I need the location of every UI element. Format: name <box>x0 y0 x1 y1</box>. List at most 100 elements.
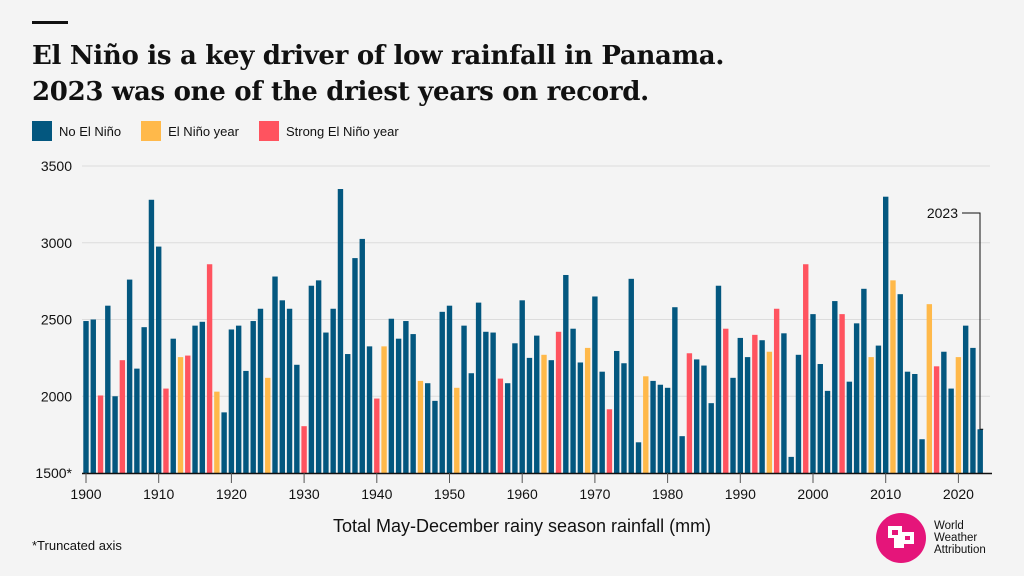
bar-1929 <box>294 364 300 473</box>
bar-1933 <box>323 332 329 473</box>
y-tick-label: 2000 <box>41 388 72 404</box>
bar-1946 <box>417 380 424 473</box>
bar-1937 <box>352 258 358 473</box>
bar-1991 <box>744 357 751 473</box>
bar-1971 <box>599 371 605 473</box>
bar-2011 <box>890 280 896 473</box>
bar-1905 <box>119 360 126 473</box>
y-tick-label: 3000 <box>41 235 72 251</box>
x-tick-label: 1950 <box>434 486 465 502</box>
bar-1977 <box>643 376 649 473</box>
wwa-logo-icon <box>876 513 926 563</box>
x-tick-label: 1930 <box>289 486 320 502</box>
bar-1976 <box>635 442 642 473</box>
bar-1979 <box>657 384 664 473</box>
bar-1926 <box>272 276 278 473</box>
bar-1988 <box>723 328 729 473</box>
bar-1934 <box>330 308 336 473</box>
bar-2005 <box>846 381 853 473</box>
bar-1950 <box>446 305 453 473</box>
bar-1999 <box>803 264 809 473</box>
bar-1998 <box>795 354 802 473</box>
bar-1963 <box>541 354 547 473</box>
bar-2008 <box>868 357 874 473</box>
bar-1947 <box>424 383 431 473</box>
bar-2009 <box>875 345 882 473</box>
bar-1955 <box>483 331 489 473</box>
bar-1969 <box>584 347 591 473</box>
bar-1957 <box>497 378 504 473</box>
legend-swatch-no-el-nino <box>32 121 52 141</box>
bar-2017 <box>933 366 940 473</box>
bar-1924 <box>257 308 264 473</box>
bar-1915 <box>192 325 198 473</box>
title-rule <box>32 21 68 24</box>
wwa-logo-text: World Weather Attribution <box>934 520 986 556</box>
bar-1902 <box>97 395 104 473</box>
bar-1900 <box>83 321 89 473</box>
y-tick-label: 3500 <box>41 158 72 174</box>
bar-2016 <box>926 304 933 473</box>
bar-1907 <box>134 368 140 473</box>
bar-1908 <box>141 327 147 473</box>
bar-1940 <box>374 398 380 473</box>
x-axis-label: Total May-December rainy season rainfall… <box>332 516 712 536</box>
bar-1945 <box>410 334 416 473</box>
bar-1982 <box>679 436 685 473</box>
bar-1989 <box>730 377 736 473</box>
legend-item-el-nino: El Niño year <box>141 121 239 141</box>
bar-1990 <box>737 337 743 473</box>
bar-1938 <box>359 238 365 473</box>
bar-1997 <box>788 456 794 473</box>
bar-1987 <box>715 285 722 473</box>
bar-1931 <box>308 285 315 473</box>
bar-1941 <box>381 346 387 473</box>
bar-1909 <box>148 199 155 473</box>
bar-1935 <box>337 189 344 473</box>
bar-2010 <box>883 196 889 473</box>
legend-item-strong-el-nino: Strong El Niño year <box>258 121 399 141</box>
legend-item-no-el-nino: No El Niño <box>32 121 121 141</box>
x-tick-label: 1920 <box>216 486 247 502</box>
bar-1919 <box>221 412 227 473</box>
bar-1913 <box>177 357 184 473</box>
bar-1973 <box>614 350 620 473</box>
truncated-axis-note: *Truncated axis <box>32 538 122 553</box>
bar-1992 <box>752 334 758 473</box>
bar-1939 <box>366 346 373 473</box>
bar-1952 <box>461 325 467 473</box>
x-tick-label: 1970 <box>579 486 610 502</box>
bar-2013 <box>904 371 911 473</box>
logo-line: World <box>934 520 964 532</box>
x-tick-label: 1980 <box>652 486 683 502</box>
bar-2019 <box>948 388 954 473</box>
bar-1975 <box>628 278 634 473</box>
bar-1972 <box>606 409 613 473</box>
bar-1996 <box>781 333 787 473</box>
bar-1961 <box>526 357 533 473</box>
legend-label: Strong El Niño year <box>285 123 399 139</box>
bar-1932 <box>315 280 322 473</box>
bar-2021 <box>962 325 969 473</box>
bar-1953 <box>468 373 475 473</box>
bar-1959 <box>512 343 518 473</box>
bar-2000 <box>810 314 816 473</box>
bar-2022 <box>970 347 976 473</box>
bar-1965 <box>555 331 562 473</box>
bar-1983 <box>686 353 693 473</box>
bar-1967 <box>570 328 576 473</box>
bar-1954 <box>475 302 482 473</box>
bar-1916 <box>199 321 206 473</box>
bar-1981 <box>672 307 678 473</box>
bar-1974 <box>621 363 627 473</box>
bar-1942 <box>388 318 395 473</box>
bar-1956 <box>490 332 496 473</box>
bar-2006 <box>853 323 860 473</box>
annotation-leader-line <box>962 212 984 430</box>
bar-2014 <box>912 373 918 473</box>
bar-1960 <box>519 300 525 473</box>
bar-1966 <box>563 274 569 473</box>
bar-1985 <box>701 365 707 473</box>
logo-line: Weather <box>934 532 978 544</box>
